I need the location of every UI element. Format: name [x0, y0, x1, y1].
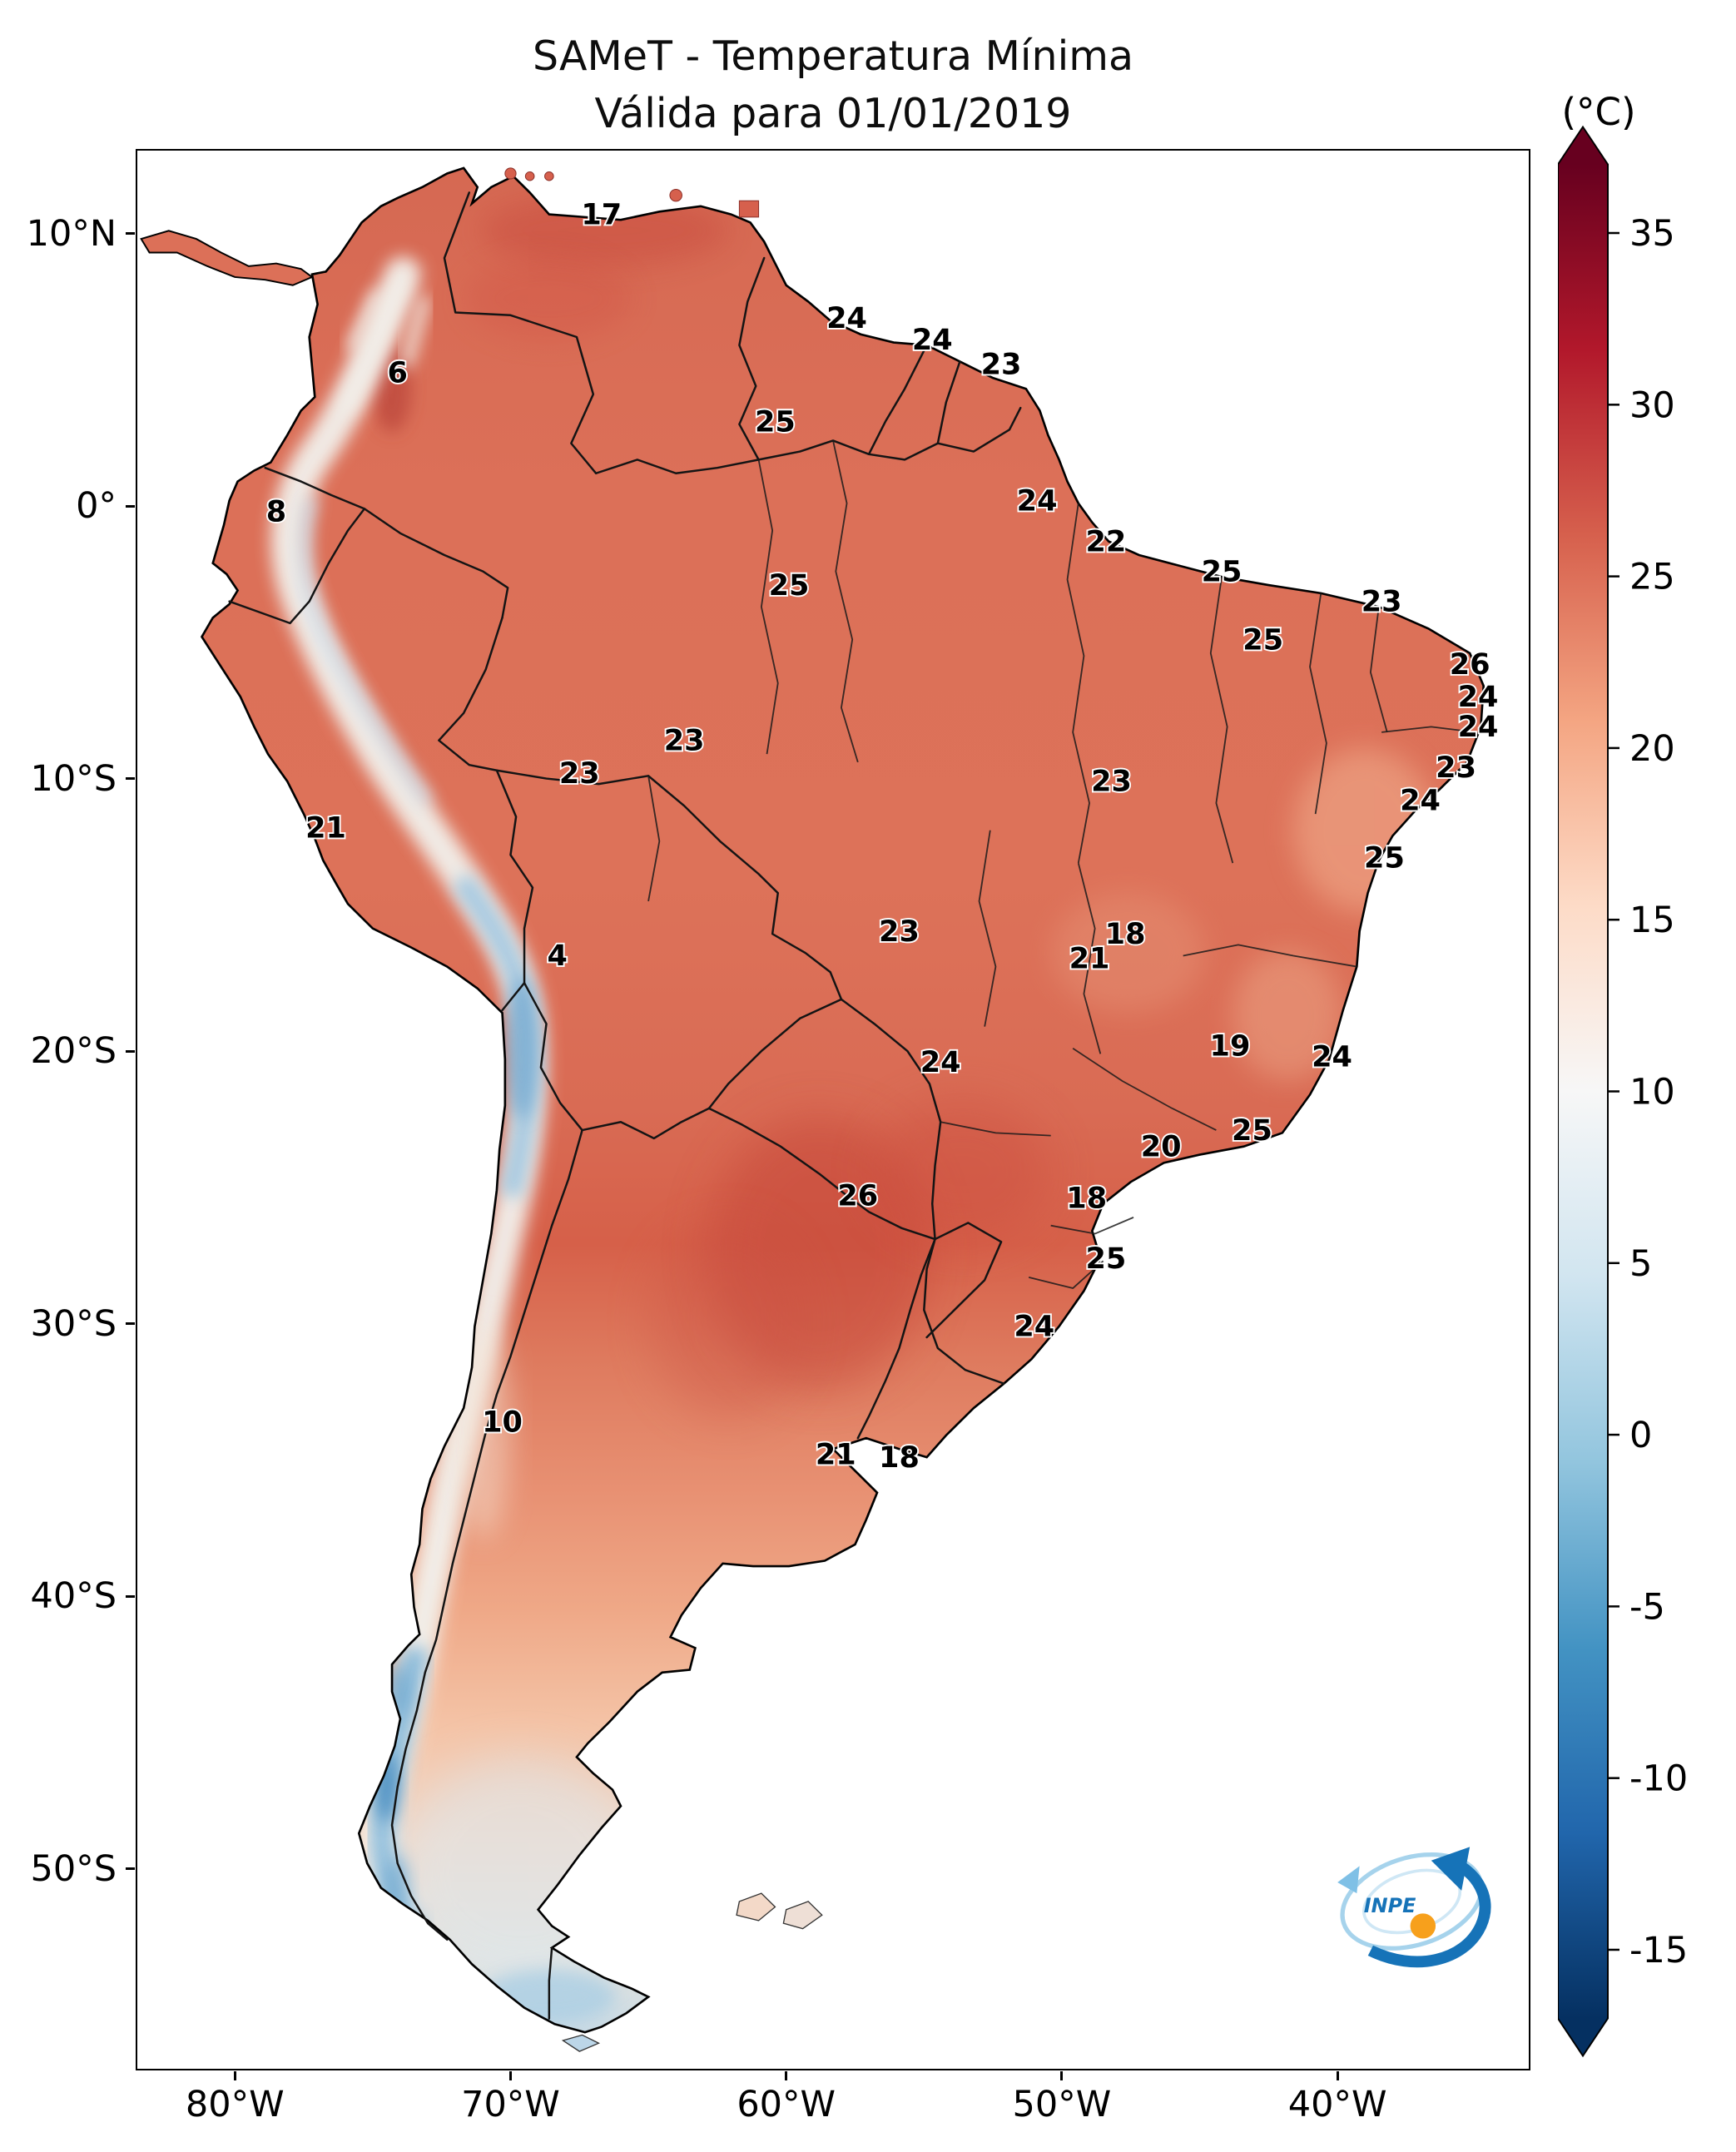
temperature-value-label: 24 — [1400, 785, 1441, 818]
colorbar-tick-label: 0 — [1629, 1415, 1652, 1456]
y-tick-label: 50°S — [30, 1847, 117, 1890]
temperature-value-label: 6 — [387, 357, 407, 390]
inpe-orange-dot — [1410, 1913, 1436, 1939]
temperature-value-label: 4 — [548, 940, 568, 973]
temperature-value-label: 10 — [482, 1406, 523, 1439]
temperature-value-label: 8 — [266, 496, 286, 529]
y-tick-label: 30°S — [30, 1302, 117, 1345]
y-tick-mark — [126, 232, 135, 236]
temperature-value-label: 18 — [879, 1441, 920, 1475]
temperature-value-label: 25 — [755, 405, 796, 439]
temperature-value-label: 22 — [1085, 526, 1126, 559]
state-borders — [647, 440, 1476, 1289]
temperature-value-label: 23 — [1362, 586, 1402, 619]
chart-title-line1: SAMeT - Temperatura Mínima — [533, 32, 1133, 80]
inpe-logo-text: INPE — [1364, 1894, 1416, 1917]
x-tick-mark — [1060, 2071, 1064, 2080]
temperature-value-label: 26 — [837, 1180, 878, 1213]
x-tick-label: 40°W — [1287, 2084, 1387, 2125]
colorbar-tick-label: -5 — [1629, 1586, 1665, 1628]
inpe-logo: INPE — [1337, 1847, 1491, 1968]
temperature-value-label: 24 — [920, 1046, 961, 1079]
temperature-value-label: 24 — [1014, 1311, 1054, 1344]
colorbar-tick-label: 5 — [1629, 1243, 1652, 1285]
colorbar-tick-label: -15 — [1629, 1930, 1688, 1971]
temperature-value-label: 21 — [816, 1439, 856, 1472]
temperature-value-label: 26 — [1450, 648, 1490, 682]
falkland-islands — [561, 1892, 823, 2052]
y-tick-label: 10°S — [30, 757, 117, 800]
x-tick-label: 60°W — [737, 2084, 836, 2125]
x-tick-label: 80°W — [185, 2084, 285, 2125]
temperature-value-label: 25 — [769, 569, 810, 602]
colorbar-tick-label: 15 — [1629, 900, 1675, 941]
temperature-value-label: 23 — [1091, 766, 1132, 799]
inpe-arrowhead — [1431, 1847, 1471, 1891]
colorbar-unit-label: (°C) — [1561, 90, 1636, 134]
y-tick-mark — [126, 1594, 135, 1598]
inpe-arrow — [1367, 1858, 1491, 1968]
temperature-value-label: 25 — [1085, 1242, 1126, 1276]
y-tick-mark — [126, 504, 135, 508]
temperature-value-label: 25 — [1232, 1114, 1272, 1148]
colorbar-arrow-bottom — [1558, 2018, 1608, 2056]
temperature-value-label: 23 — [1436, 751, 1476, 785]
x-tick-label: 70°W — [461, 2084, 560, 2125]
colorbar-tick-label: 35 — [1629, 213, 1675, 255]
temperature-value-label: 18 — [1105, 918, 1146, 951]
temperature-value-label: 24 — [1458, 711, 1499, 744]
x-tick-mark — [508, 2071, 512, 2080]
caribbean-islands — [504, 167, 760, 218]
colorbar: 35 30 25 20 15 10 5 0 -5 -10 -15 — [1558, 125, 1688, 2058]
x-tick-mark — [233, 2071, 236, 2080]
panama-landmass — [140, 230, 314, 286]
temperature-value-label: 23 — [981, 349, 1022, 382]
colorbar-tick-label: 20 — [1629, 728, 1675, 770]
temperature-value-label: 24 — [912, 324, 953, 357]
y-tick-label: 40°S — [30, 1575, 117, 1618]
y-tick-mark — [126, 1867, 135, 1871]
temperature-value-label: 24 — [1017, 484, 1058, 518]
y-tick-mark — [126, 1049, 135, 1053]
y-tick-label: 10°N — [26, 212, 117, 255]
y-tick-label: 20°S — [30, 1030, 117, 1073]
temperature-value-label: 23 — [879, 915, 920, 949]
temperature-value-label: 18 — [1066, 1183, 1107, 1216]
y-tick-mark — [126, 777, 135, 781]
colorbar-outline — [1558, 125, 1609, 2058]
temperature-value-label: 25 — [1202, 556, 1242, 589]
x-tick-mark — [1336, 2071, 1339, 2080]
x-tick-mark — [785, 2071, 788, 2080]
temperature-value-label: 17 — [581, 199, 622, 232]
temperature-value-label: 20 — [1141, 1131, 1182, 1164]
y-tick-mark — [126, 1322, 135, 1326]
temperature-value-label: 23 — [559, 757, 600, 791]
x-tick-label: 50°W — [1012, 2084, 1112, 2125]
chart-title-line2: Válida para 01/01/2019 — [594, 89, 1072, 137]
country-borders — [228, 191, 1022, 2020]
colorbar-tick-label: -10 — [1629, 1758, 1688, 1800]
colorbar-tick-label: 30 — [1629, 384, 1675, 426]
temperature-value-label: 21 — [305, 811, 346, 845]
temperature-value-label: 24 — [826, 302, 867, 335]
inpe-swirl-arrowhead — [1337, 1866, 1360, 1894]
temperature-value-label: 21 — [1069, 943, 1110, 976]
y-tick-label: 0° — [76, 485, 117, 528]
temperature-value-label: 19 — [1210, 1029, 1251, 1063]
temperature-value-label: 25 — [1242, 623, 1283, 657]
temperature-value-label: 24 — [1458, 681, 1499, 714]
temperature-value-label: 25 — [1364, 842, 1405, 875]
temperature-value-label: 23 — [664, 725, 705, 758]
colorbar-gradient — [1558, 164, 1608, 2019]
colorbar-ticks: 35 30 25 20 15 10 5 0 -5 -10 -15 — [1608, 213, 1688, 1971]
colorbar-arrow-top — [1558, 126, 1608, 165]
temperature-value-label: 24 — [1312, 1041, 1352, 1074]
colorbar-body — [1558, 125, 1609, 2058]
colorbar-tick-label: 25 — [1629, 557, 1675, 598]
chart-title: SAMeT - Temperatura Mínima Válida para 0… — [136, 28, 1530, 142]
colorbar-tick-label: 10 — [1629, 1072, 1675, 1113]
